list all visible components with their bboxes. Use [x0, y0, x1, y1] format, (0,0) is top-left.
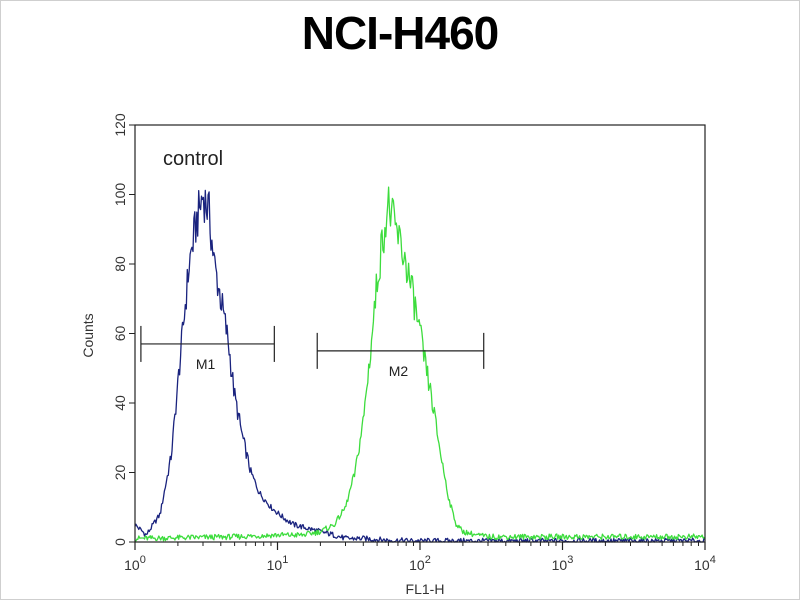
y-tick-label: 0 — [112, 538, 128, 546]
x-tick-label: 101 — [267, 554, 289, 573]
y-tick-label: 80 — [112, 256, 128, 272]
y-tick-label: 40 — [112, 395, 128, 411]
x-tick-label: 100 — [124, 554, 146, 573]
x-tick-label: 104 — [694, 554, 716, 573]
y-axis-label: Counts — [80, 313, 96, 357]
y-tick-label: 120 — [112, 113, 128, 137]
plot-frame — [134, 124, 706, 543]
control-histogram-line — [134, 189, 706, 543]
marker-label: M2 — [389, 363, 409, 379]
x-axis-label: FL1-H — [406, 581, 445, 597]
y-tick-label: 60 — [112, 326, 128, 342]
y-tick-label: 100 — [112, 183, 128, 207]
control-annotation: control — [163, 148, 223, 170]
sample-histogram-line — [134, 186, 706, 542]
marker-label: M1 — [196, 356, 216, 372]
y-tick-label: 20 — [112, 465, 128, 481]
x-tick-label: 103 — [552, 554, 574, 573]
x-tick-label: 102 — [409, 554, 431, 573]
chart-title: NCI-H460 — [301, 7, 500, 59]
